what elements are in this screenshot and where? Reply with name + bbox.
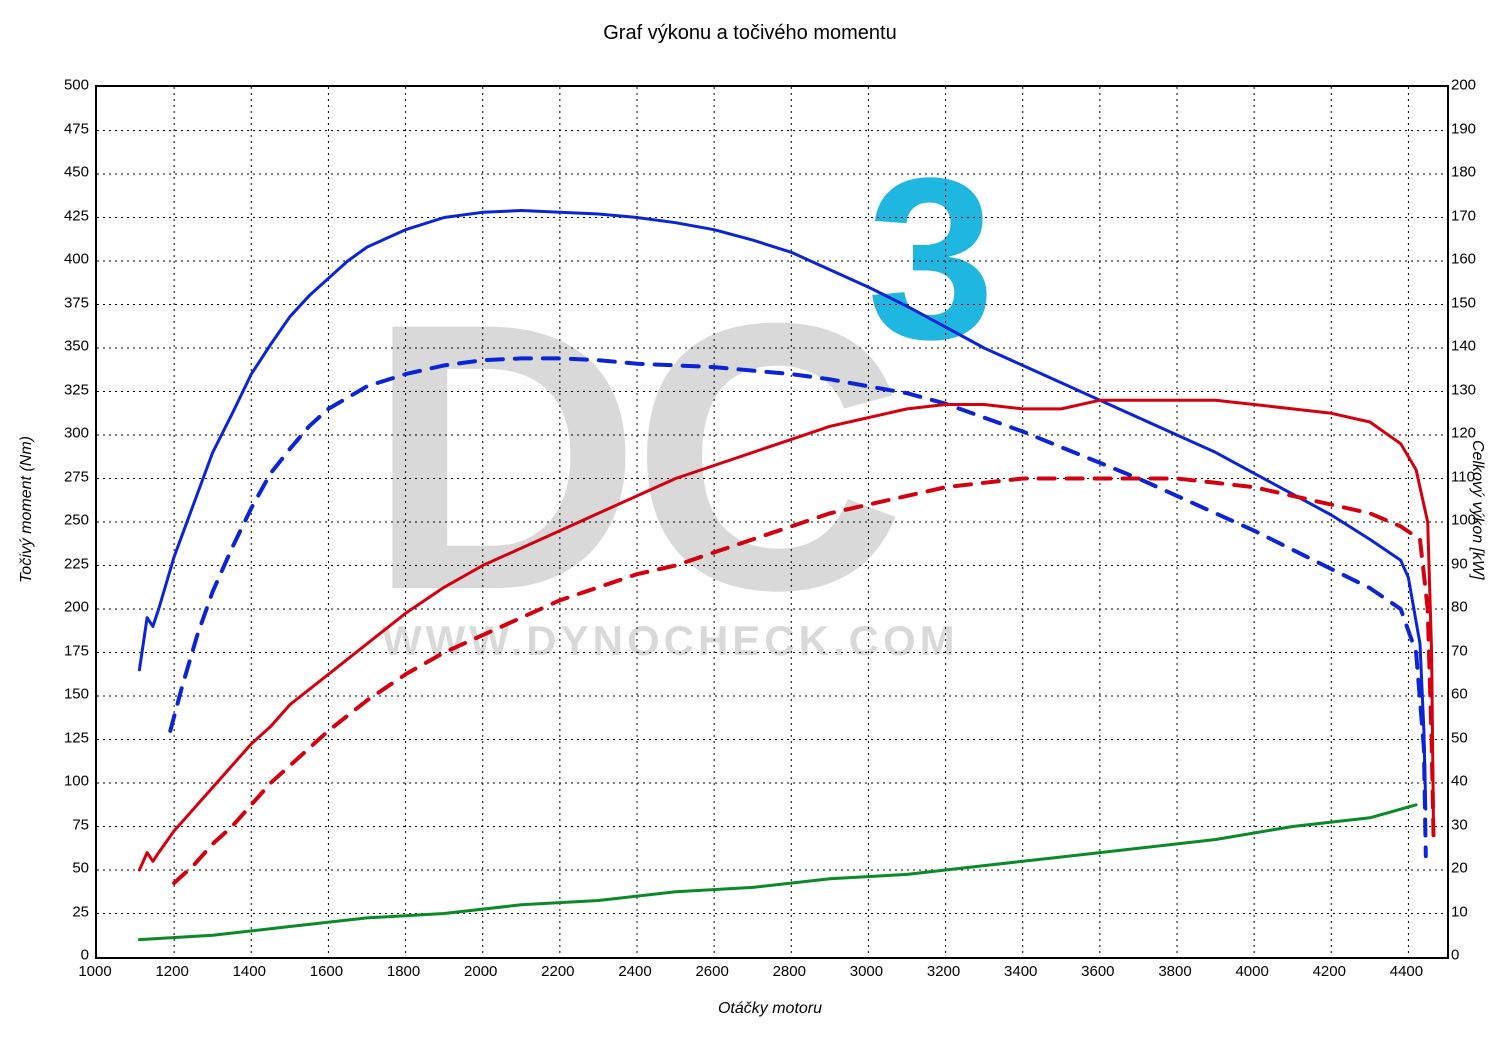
y-left-tick-label: 450 — [49, 164, 89, 181]
y-right-tick-label: 150 — [1451, 294, 1476, 311]
y-right-tick-label: 40 — [1451, 773, 1468, 790]
y-right-tick-label: 20 — [1451, 860, 1468, 877]
x-tick-label: 2000 — [464, 963, 497, 980]
x-tick-label: 3200 — [927, 963, 960, 980]
x-tick-label: 1800 — [387, 963, 420, 980]
y-right-tick-label: 140 — [1451, 338, 1476, 355]
y-left-tick-label: 425 — [49, 207, 89, 224]
series-torque_tuned — [139, 211, 1425, 810]
y-right-tick-label: 30 — [1451, 816, 1468, 833]
y-left-tick-label: 225 — [49, 555, 89, 572]
x-tick-label: 2400 — [618, 963, 651, 980]
y-left-tick-label: 100 — [49, 773, 89, 790]
x-tick-label: 1600 — [310, 963, 343, 980]
y-right-tick-label: 200 — [1451, 77, 1476, 94]
y-left-tick-label: 50 — [49, 860, 89, 877]
y-left-tick-label: 350 — [49, 338, 89, 355]
y-left-tick-label: 250 — [49, 512, 89, 529]
plot-area: DC WWW.DYNOCHECK.COM 3 — [95, 85, 1449, 959]
y-right-tick-label: 10 — [1451, 903, 1468, 920]
y-left-tick-label: 275 — [49, 468, 89, 485]
y-left-tick-label: 325 — [49, 381, 89, 398]
x-tick-label: 4000 — [1235, 963, 1268, 980]
series-layer — [97, 87, 1447, 957]
y-right-tick-label: 0 — [1451, 947, 1459, 964]
y-left-tick-label: 300 — [49, 425, 89, 442]
x-tick-label: 1400 — [233, 963, 266, 980]
y-right-tick-label: 110 — [1451, 468, 1475, 485]
y-left-tick-label: 150 — [49, 686, 89, 703]
y-right-tick-label: 60 — [1451, 686, 1468, 703]
series-loss — [139, 805, 1416, 940]
y-right-tick-label: 90 — [1451, 555, 1468, 572]
x-tick-label: 2200 — [541, 963, 574, 980]
y-right-tick-label: 50 — [1451, 729, 1468, 746]
y-left-tick-label: 200 — [49, 599, 89, 616]
y-axis-right-label: Celkový výkon [kW] — [1468, 380, 1486, 640]
y-left-tick-label: 125 — [49, 729, 89, 746]
x-tick-label: 1000 — [78, 963, 111, 980]
chart-title: Graf výkonu a točivého momentu — [0, 22, 1500, 45]
y-left-tick-label: 475 — [49, 120, 89, 137]
y-left-tick-label: 75 — [49, 816, 89, 833]
y-right-tick-label: 120 — [1451, 425, 1476, 442]
y-right-tick-label: 70 — [1451, 642, 1468, 659]
y-right-tick-label: 100 — [1451, 512, 1476, 529]
x-tick-label: 3800 — [1158, 963, 1191, 980]
y-right-tick-label: 180 — [1451, 164, 1476, 181]
y-axis-left-label: Točivý moment (Nm) — [18, 380, 36, 640]
series-power_tuned — [139, 400, 1433, 870]
x-tick-label: 1200 — [155, 963, 188, 980]
x-tick-label: 3000 — [850, 963, 883, 980]
x-tick-label: 4200 — [1313, 963, 1346, 980]
y-left-tick-label: 25 — [49, 903, 89, 920]
chart-container: Graf výkonu a točivého momentu Točivý mo… — [0, 0, 1500, 1041]
y-left-tick-label: 400 — [49, 251, 89, 268]
y-right-tick-label: 130 — [1451, 381, 1476, 398]
x-axis-label: Otáčky motoru — [95, 1000, 1445, 1018]
y-left-tick-label: 375 — [49, 294, 89, 311]
x-tick-label: 3600 — [1081, 963, 1114, 980]
x-tick-label: 2600 — [695, 963, 728, 980]
y-right-tick-label: 190 — [1451, 120, 1476, 137]
y-left-tick-label: 0 — [49, 947, 89, 964]
x-tick-label: 4400 — [1390, 963, 1423, 980]
y-left-tick-label: 175 — [49, 642, 89, 659]
series-power_stock — [174, 479, 1433, 884]
series-torque_stock — [170, 358, 1426, 856]
y-left-tick-label: 500 — [49, 77, 89, 94]
y-right-tick-label: 80 — [1451, 599, 1468, 616]
x-tick-label: 3400 — [1004, 963, 1037, 980]
y-right-tick-label: 170 — [1451, 207, 1476, 224]
x-tick-label: 2800 — [773, 963, 806, 980]
y-right-tick-label: 160 — [1451, 251, 1476, 268]
